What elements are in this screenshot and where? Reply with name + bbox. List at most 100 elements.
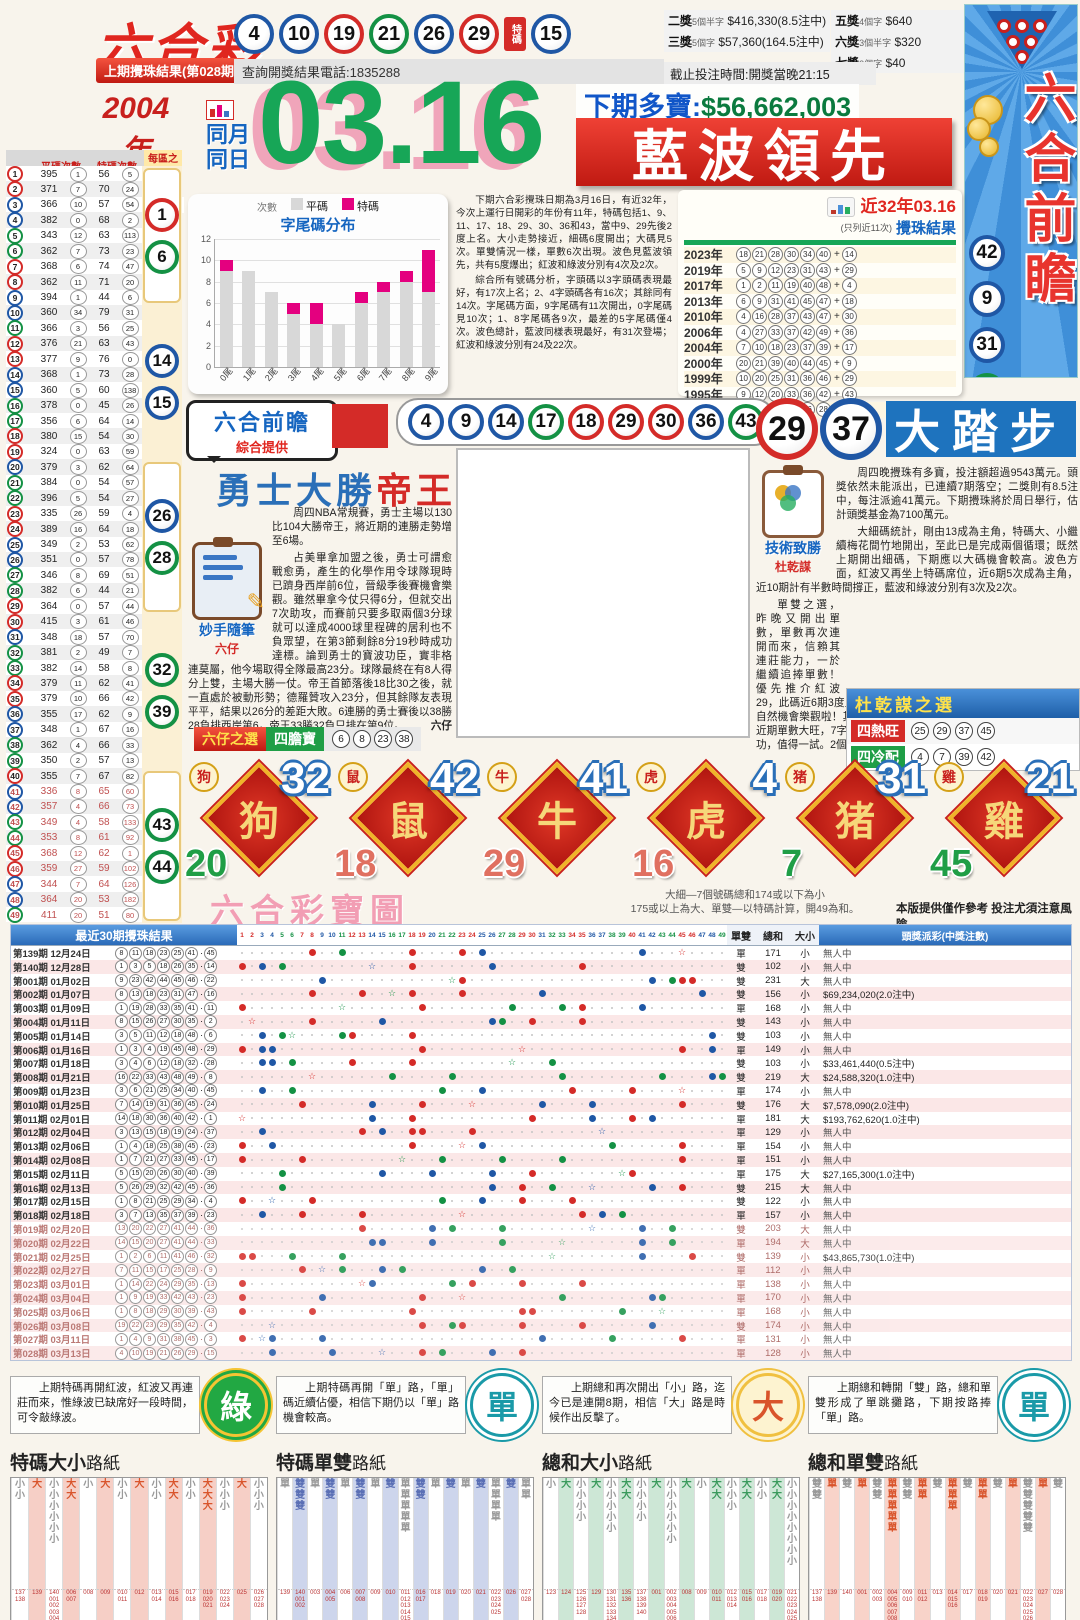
previous-result-balls: 4 10 19 21 26 29 特碼 15 xyxy=(234,14,571,54)
history-row: 2023年 18 21 28 30 34 40 +14 xyxy=(684,247,956,263)
lottery-ball: 17 xyxy=(528,404,564,440)
right-article-headline: 大踏步 xyxy=(886,401,1076,458)
lottery-ball: 37 xyxy=(820,398,882,460)
history-row: 2004年 7 10 18 23 37 39 +17 xyxy=(684,340,956,356)
stats-row: 38 362 4 66 33 xyxy=(6,737,142,754)
zone-pick-ball: 43 xyxy=(145,807,179,842)
sidebar-balls: 42 9 31 44 xyxy=(965,235,1005,377)
left-article: ✎ 妙手隨筆 六仔 周四NBA常規賽，勇士主場以130比104大勝帝王，將近期的… xyxy=(188,507,452,732)
zodiac-row: 狗狗 32 20 鼠鼠 42 18 牛牛 41 29 虎虎 4 16 猪猪 31 7 雞雞 21 45 xyxy=(183,754,1080,885)
red-block-decoration xyxy=(332,404,388,448)
columnist-icon-left: ✎ 妙手隨筆 六仔 xyxy=(188,537,266,657)
zone-pick-ball: 6 xyxy=(145,239,179,274)
trend-badge: 綠 xyxy=(204,1373,268,1437)
stats-row: 34 379 11 62 41 xyxy=(6,675,142,692)
result-row: 第021期 02月25日 1 2 6 11 41 46 · 32 ☆ 雙 139 小 $43,865,73… xyxy=(13,1250,915,1264)
result-row: 第004期 01月11日 8 15 26 27 30 35 · 2 ☆ 雙 143 小無人中 xyxy=(11,1014,1071,1029)
result-row: 第015期 02月11日 5 15 20 26 30 40 · 39 ☆ 單 175 大 $27,165,… xyxy=(13,1167,915,1181)
result-row: 第008期 01月21日 16 22 33 43 48 49 · 8 ☆ 雙 219 大 $24,588,… xyxy=(11,1070,1071,1084)
coin-icon xyxy=(979,137,999,157)
history-panel: 近32年03.16 (只列近11次) 攪珠結果 2023年 18 21 28 30 34 4… xyxy=(678,190,962,418)
history-rows: 2023年 18 21 28 30 34 40 +14 2019年 5 9 12 23 31 43 +29 20… xyxy=(684,247,956,418)
zone-picks: 1 6 14 15 26 28 32 39 43 44 xyxy=(142,166,182,924)
result-row: 第003期 01月09日 1 19 28 33 35 41 · 11 ☆ 單 168 小無人中 xyxy=(13,1001,852,1016)
lottery-logo-icon xyxy=(987,11,1057,69)
prize-left-col: 二獎5個半字 $416,330(8.5注中) 三獎5個字 $57,360(164.… xyxy=(664,10,831,73)
stats-row: 22 396 5 54 27 xyxy=(6,490,142,507)
stats-table: 平碼次數 特碼次數 每區之選 1395156523717702433661057… xyxy=(6,150,182,924)
result-row: 第014期 02月08日 1 7 21 27 33 45 · 17 ☆ 單 151 小無人中 xyxy=(11,1152,1071,1167)
stats-row: 13 377 9 76 0 xyxy=(6,351,142,368)
stats-row: 3 366 10 57 54 xyxy=(6,196,142,213)
chart-x-labels: 0尾 1尾 2尾 3尾 4尾 5尾 6尾 7尾 8尾 9尾 xyxy=(217,365,440,384)
lottery-ball: 29 xyxy=(756,398,818,460)
baotu-note: 大細—7個號碼總和174或以下為小 175或以上為大、單雙—以特碼計算，開49為和… xyxy=(630,889,860,915)
result-row: 第011期 02月01日 14 18 30 36 40 42 · 1 ☆ 單 181 大 $193,762… xyxy=(13,1112,920,1126)
chart-window-icon xyxy=(826,197,855,217)
lottery-ball: 14 xyxy=(488,404,524,440)
big-date: 03.16 xyxy=(258,57,545,189)
cutoff-time: 截止投注時間:開獎當晚21:15 xyxy=(664,62,876,85)
tail-digit-chart: 次數 平碼 特碼 字尾碼分布 0 2 4 6 8 10 12 0尾 1尾 2尾 3尾 4尾 5尾 6尾 7… xyxy=(188,194,448,394)
lottery-ball: 4 xyxy=(408,404,444,440)
history-row: 2006年 4 27 33 37 42 49 +36 xyxy=(684,324,956,341)
result-row: 第012期 02月04日 3 13 15 18 19 24 · 37 ☆ 單 129 小無人中 xyxy=(11,1125,1071,1139)
chart-title: 字尾碼分布 xyxy=(280,217,356,234)
trend-badge: 單 xyxy=(1002,1373,1066,1437)
lottery-ball: 4 xyxy=(234,14,274,54)
result-row: 第007期 01月18日 3 4 6 12 18 32 · 28 ☆ 雙 103 小 $33,461,44… xyxy=(13,1056,915,1071)
stats-row: 31 348 18 57 70 xyxy=(6,629,142,646)
zone-pick-ball: 15 xyxy=(145,386,179,421)
sidebar-banner: 六合前瞻 42 9 31 44 xyxy=(964,4,1078,378)
stats-row: 42 357 4 66 73 xyxy=(6,798,142,815)
stats-row: 47 344 7 64 126 xyxy=(6,876,142,893)
lottery-ball: 29 xyxy=(459,14,499,54)
stats-row: 8 362 11 71 20 xyxy=(6,274,142,291)
stats-row: 25 349 2 53 62 xyxy=(6,536,142,553)
liuzai-picks: 六仔之選 四膽寶 6 8 23 38 xyxy=(194,727,421,751)
stats-row: 16 378 0 45 26 xyxy=(6,397,142,414)
stats-row: 29 364 0 57 44 xyxy=(6,598,142,615)
history-title: 近32年03.16 xyxy=(860,197,956,216)
chart-plot: 0 2 4 6 8 10 12 xyxy=(201,234,440,372)
result-row: 第017期 02月15日 1 8 21 25 29 34 · 4 ☆ 雙 122 小無人中 xyxy=(13,1194,852,1209)
trend-badge: 單 xyxy=(470,1373,534,1437)
previous-result-label: 上期攪珠結果(第028期) xyxy=(96,58,247,83)
columnist-icon-right: 技術致勝 杜乾謀 xyxy=(756,465,830,575)
right-article-header: 29 37 大踏步 xyxy=(756,398,1076,460)
stats-rows: 1 395 1 56 5 2 371 7 70 24 3 366 10 57 54 4 382 0 68 2 5 343 1… xyxy=(6,166,142,923)
stats-row: 44 353 8 61 92 xyxy=(6,829,142,846)
result-row: 第026期 03月08日 19 22 23 29 35 42 · 4 ☆ 雙 174 小無人中 xyxy=(11,1318,1071,1333)
history-row: 1999年 10 20 25 31 36 46 +29 xyxy=(684,371,956,387)
result-row: 第020期 02月22日 14 15 20 27 41 44 · 33 ☆ 單 194 大無人中 xyxy=(11,1235,1071,1250)
result-row: 第019期 02月20日 13 20 22 27 41 44 · 36 ☆ 雙 203 大無人中 xyxy=(13,1222,852,1236)
results-table-header: 最近30期攪珠結果 1 2 3 4 5 6 7 8 9 10 11 12 13 14 15 16 17 18 19 20… xyxy=(11,925,1071,946)
coin-icon xyxy=(967,117,991,141)
stats-row: 40 355 7 67 82 xyxy=(6,768,142,785)
stats-row: 12 376 21 63 43 xyxy=(6,335,142,352)
lottery-ball: 42 xyxy=(969,235,1005,271)
history-row: 2017年 1 2 11 19 40 48 +4 xyxy=(684,278,956,294)
result-row: 第024期 03月04日 1 9 19 33 42 43 · 23 ☆ 單 170 小無人中 xyxy=(11,1290,1071,1305)
zodiac-item: 雞雞 21 45 xyxy=(930,754,1075,885)
luzhi-sum-size: 上期總和再次開出「小」路，迄今已是連開8期，相信「大」路是時候作出反擊了。大總和… xyxy=(542,1368,800,1620)
zodiac-item: 猪猪 31 7 xyxy=(781,754,926,885)
result-row: 第023期 03月01日 1 14 22 24 29 35 · 13 ☆ 單 138 小無人中 xyxy=(13,1277,852,1292)
stats-row: 26 351 0 57 78 xyxy=(6,551,142,568)
stats-row: 4 382 0 68 2 xyxy=(6,212,142,229)
zodiac-item: 虎虎 4 16 xyxy=(632,754,777,885)
forecast-bubble: 六合前瞻 綜合提供 xyxy=(186,400,338,463)
analysis-text: 下期六合彩攪珠日期為3月16日，有近32年，今次上運行日開彩的年份有11年，特碼… xyxy=(456,195,672,351)
stats-row: 14 368 1 73 28 xyxy=(6,366,142,383)
lottery-ball: 36 xyxy=(688,404,724,440)
stats-row: 9 394 1 44 6 xyxy=(6,289,142,306)
result-row: 第139期 12月24日 8 11 18 23 25 41 · 45 ☆ 單 171 小無人中 xyxy=(13,946,852,960)
stats-row: 6 362 7 73 23 xyxy=(6,243,142,260)
lottery-ball: 9 xyxy=(448,404,484,440)
lottery-ball: 26 xyxy=(414,14,454,54)
stats-row: 35 379 10 66 42 xyxy=(6,690,142,707)
zodiac-item: 牛牛 41 29 xyxy=(483,754,628,885)
result-row: 第009期 01月23日 3 6 21 25 34 40 · 45 ☆ 單 174 小無人中 xyxy=(13,1084,852,1098)
zodiac-item: 狗狗 32 20 xyxy=(185,754,330,885)
zone-pick-ball: 28 xyxy=(145,540,179,575)
